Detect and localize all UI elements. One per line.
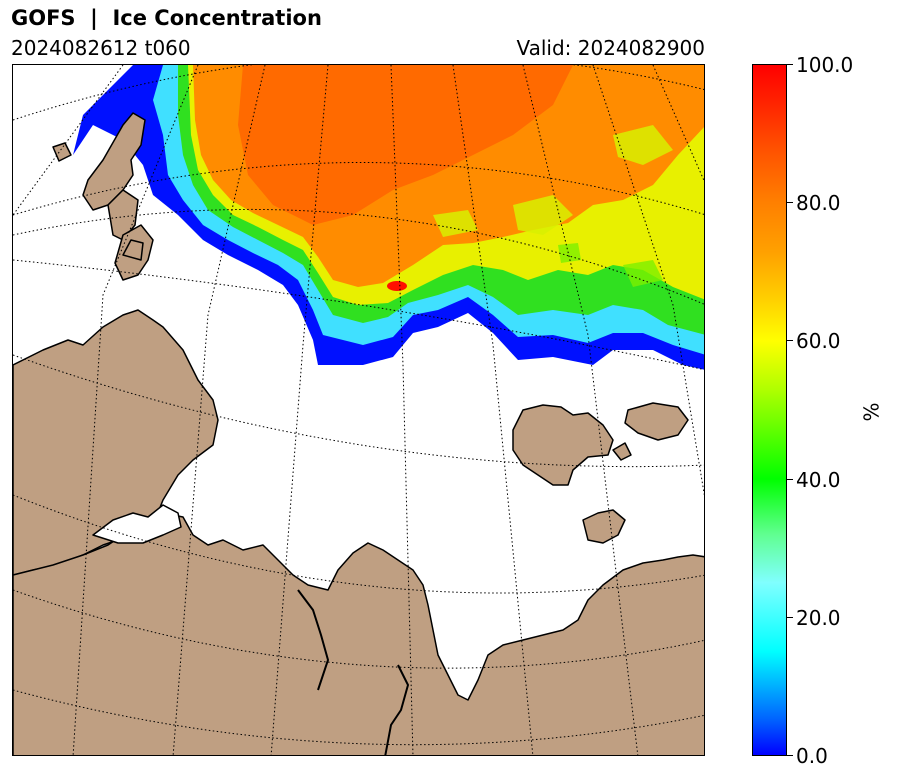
- meridian-1: [13, 65, 124, 216]
- land-small-island-nw: [52, 142, 72, 162]
- meridian-3: [172, 65, 266, 755]
- graticule: [13, 65, 704, 755]
- ice-max-patch: [387, 281, 407, 291]
- land-islands-ne-1: [512, 404, 614, 486]
- parallel-3: [13, 208, 704, 305]
- colorbar-tick: [787, 202, 793, 203]
- parallel-6: [13, 494, 704, 594]
- land-masses: [13, 112, 704, 755]
- colorbar-tick: [787, 64, 793, 65]
- parallel-7: [13, 589, 704, 669]
- land-white-sea-gap: [92, 504, 182, 544]
- colorbar-tick-label: 100.0: [796, 53, 854, 77]
- colorbar-tick: [787, 479, 793, 480]
- colorbar-tick-label: 0.0: [796, 744, 828, 768]
- chart-title: GOFS | Ice Concentration: [11, 6, 322, 30]
- ice-yellow-patches: [433, 125, 673, 237]
- parallel-2: [13, 162, 704, 216]
- colorbar-tick-label: 40.0: [796, 468, 841, 492]
- parallel-5: [13, 354, 704, 468]
- colorbar-tick-label: 60.0: [796, 329, 841, 353]
- sea-ice-field: [73, 65, 704, 370]
- meridian-9: [652, 65, 704, 182]
- run-timestamp: 2024082612 t060: [11, 36, 191, 60]
- ice-green-patches: [558, 243, 663, 287]
- river-central: [384, 664, 410, 755]
- meridian-4: [270, 65, 329, 755]
- river-west: [297, 589, 330, 691]
- land-islands-ne-3: [582, 509, 626, 544]
- map-panel: [12, 64, 705, 756]
- land-islands-ne-4: [612, 442, 632, 461]
- colorbar-tick: [787, 340, 793, 341]
- meridian-2: [72, 65, 199, 755]
- colorbar-tick-label: 20.0: [796, 606, 841, 630]
- colorbar: [752, 64, 787, 756]
- colorbar-unit-label: %: [859, 402, 884, 422]
- colorbar-tick-label: 80.0: [796, 191, 841, 215]
- land-islands-ne-2: [624, 402, 689, 441]
- colorbar-tick: [787, 755, 793, 756]
- parallel-8: [13, 689, 704, 746]
- ice-concentration-map: [13, 65, 704, 755]
- land-south-mainland: [13, 512, 704, 755]
- valid-timestamp: Valid: 2024082900: [516, 36, 705, 60]
- land-island-nw-4: [122, 239, 144, 261]
- ice-pack-orange-red: [238, 65, 573, 225]
- land-island-nw-2: [107, 189, 139, 241]
- colorbar-tick: [787, 617, 793, 618]
- land-island-nw-1: [82, 112, 146, 211]
- meridian-7: [522, 65, 639, 755]
- rivers: [297, 589, 410, 755]
- meridian-5: [390, 65, 414, 755]
- meridian-8: [592, 65, 704, 496]
